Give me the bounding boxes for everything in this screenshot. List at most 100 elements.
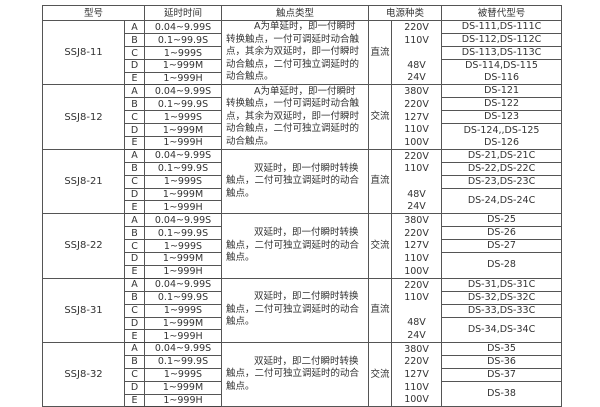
delay-range: 1~999S <box>144 239 223 254</box>
replacement-line: DS-38 <box>487 388 516 400</box>
variant-letter: D <box>123 316 146 331</box>
power-type: 直流 <box>368 19 393 86</box>
variant-letter: D <box>123 187 146 202</box>
voltage-value: 110V <box>404 34 429 46</box>
replacement-model: DS-123 <box>441 110 563 125</box>
delay-range: 0.04~9.99S <box>144 148 223 163</box>
power-type: 交流 <box>368 213 393 279</box>
variant-letter: D <box>123 252 146 266</box>
voltage-value: 220V <box>404 279 429 291</box>
voltage-value: 110V <box>404 252 429 264</box>
replacement-model: DS-37 <box>441 367 563 382</box>
delay-range: 0.1~99.9S <box>144 290 223 305</box>
voltage-value: 110V <box>404 292 429 304</box>
power-type: 交流 <box>368 84 393 150</box>
variant-letter: E <box>123 393 146 407</box>
delay-range: 0.1~99.9S <box>144 33 223 47</box>
model-cell: SSJ8-22 <box>42 213 125 279</box>
contact-text: 双延时，即一付瞬时转换触点，二付可独立调延时的动合触点。 <box>226 162 360 199</box>
voltage-value: 127V <box>404 111 429 123</box>
variant-letter: B <box>123 354 146 369</box>
model-cell: SSJ8-11 <box>42 19 125 86</box>
voltage-value: 24V <box>407 201 426 213</box>
contact-text: 双延时，即二付瞬时转换触点，二付可独立调延时的动合触点。 <box>226 291 360 328</box>
voltage-list: 380V 220V 127V 110V 100V <box>391 213 443 279</box>
table-row: E 1~999H <box>43 329 562 343</box>
replacement-model: DS-121 <box>441 84 563 99</box>
replacement-line: DS-114,DS-115 <box>465 60 538 72</box>
contact-type: 双延时，即二付瞬时转换触点，二付可独立调延时的动合触点。 <box>221 341 370 407</box>
header-delay: 延时时间 <box>144 5 223 21</box>
voltage-value: 48V <box>407 317 426 329</box>
replacement-model: DS-23,DS-23C <box>441 174 563 189</box>
table-row: C 1~999S DS-23,DS-23C <box>43 174 563 189</box>
header-replacement: 被替代型号 <box>441 5 563 21</box>
contact-type: 双延时，即一付瞬时转换触点，二付可独立调延时的动合触点。 <box>221 148 370 215</box>
voltage-value <box>392 175 441 188</box>
replacement-model: DS-27 <box>441 239 563 254</box>
variant-letter: A <box>123 341 146 356</box>
model-cell: SSJ8-32 <box>42 341 125 407</box>
voltage-list: 220V 110V 48V 24V <box>391 148 443 215</box>
table-row: B 0.1~99.9S DS-32,DS-32C <box>43 290 563 305</box>
variant-letter: A <box>123 84 146 99</box>
voltage-value: 380V <box>404 215 429 227</box>
replacement-model: DS-111,DS-111C <box>441 20 563 34</box>
contact-type: 双延时，即一付瞬时转换触点，二付可独立调延时的动合触点。 <box>221 213 370 279</box>
voltage-value: 100V <box>404 136 429 148</box>
contact-text: A为单延时，即一付瞬时转换触点，一付可调延时动合触点，其余为双延时，即一付瞬时动… <box>226 21 360 83</box>
delay-range: 1~999H <box>144 264 223 279</box>
replacement-model: DS-112,DS-112C <box>441 33 563 47</box>
replacement-model-rest: DS-24,DS-24C <box>441 187 563 215</box>
voltage-value: 110V <box>404 163 429 175</box>
replacement-model: DS-22,DS-22C <box>441 161 563 176</box>
variant-letter: E <box>123 71 146 86</box>
voltage-list: 220V 110V 48V 24V <box>391 277 443 343</box>
variant-letter: C <box>123 239 146 254</box>
replacement-model: DS-36 <box>441 354 563 369</box>
variant-letter: C <box>123 46 146 60</box>
variant-letter: C <box>123 367 146 382</box>
replacement-line: DS-126 <box>484 136 519 148</box>
variant-letter: B <box>123 161 146 176</box>
table-body: SSJ8-11 A 0.04~9.99S A为单延时，即一付瞬时转换触点，一付可调延时… <box>42 19 563 407</box>
delay-range: 1~999H <box>144 71 223 86</box>
replacement-model: DS-113,DS-113C <box>441 46 563 60</box>
power-type: 直流 <box>368 148 393 215</box>
voltage-list: 220V 110V 48V 24V <box>391 19 443 86</box>
delay-range: 1~999M <box>144 380 223 395</box>
contact-type: A为单延时，即一付瞬时转换触点，一付可调延时动合触点，其余为双延时，即一付瞬时动… <box>221 19 370 86</box>
delay-range: 1~999H <box>144 329 223 343</box>
contact-type: 双延时，即二付瞬时转换触点，二付可独立调延时的动合触点。 <box>221 277 370 343</box>
table-row: B 0.1~99.9S DS-122 <box>43 97 563 112</box>
variant-letter: E <box>123 200 146 215</box>
table-row: D 1~999M DS-28 <box>43 252 563 279</box>
table-row: SSJ8-32 A 0.04~9.99S 双延时，即二付瞬时转换触点，二付可独立调延时… <box>42 341 563 407</box>
voltage-value: 48V <box>407 59 426 71</box>
variant-letter: C <box>123 303 146 318</box>
delay-range: 0.04~9.99S <box>144 277 223 292</box>
voltage-value: 220V <box>404 150 429 162</box>
header-model: 型号 <box>41 5 146 21</box>
replacement-line: DS-24,DS-24C <box>467 194 536 206</box>
delay-range: 1~999M <box>144 59 223 73</box>
table-row: E 1~999H <box>43 71 562 86</box>
table-row: B 0.1~99.9S DS-26 <box>43 226 563 241</box>
contact-type: A为单延时，即一付瞬时转换触点，一付可调延时动合触点，其余为双延时，即一付瞬时动… <box>221 84 370 150</box>
table-row: SSJ8-22 A 0.04~9.99S 双延时，即一付瞬时转换触点，二付可独立调延时… <box>42 213 563 279</box>
delay-range: 0.04~9.99S <box>144 20 223 34</box>
header-contact: 触点类型 <box>221 5 370 21</box>
model-cell: SSJ8-21 <box>42 148 125 215</box>
contact-text: 双延时，即一付瞬时转换触点，二付可独立调延时的动合触点。 <box>226 227 360 264</box>
delay-range: 1~999S <box>144 174 223 189</box>
variant-letter: A <box>123 277 146 292</box>
replacement-model: DS-33,DS-33C <box>441 303 563 318</box>
delay-range: 0.1~99.9S <box>144 226 223 241</box>
header-power: 电源种类 <box>368 5 443 21</box>
model-cell: SSJ8-12 <box>42 84 125 150</box>
table-row: D 1~999M DS-34,DS-34C <box>43 316 563 343</box>
replacement-model-rest: DS-114,DS-115 DS-116 <box>441 58 563 86</box>
replacement-line: DS-34,DS-34C <box>467 323 536 335</box>
replacement-line: DS-116 <box>484 72 519 84</box>
variant-letter: D <box>123 380 146 395</box>
